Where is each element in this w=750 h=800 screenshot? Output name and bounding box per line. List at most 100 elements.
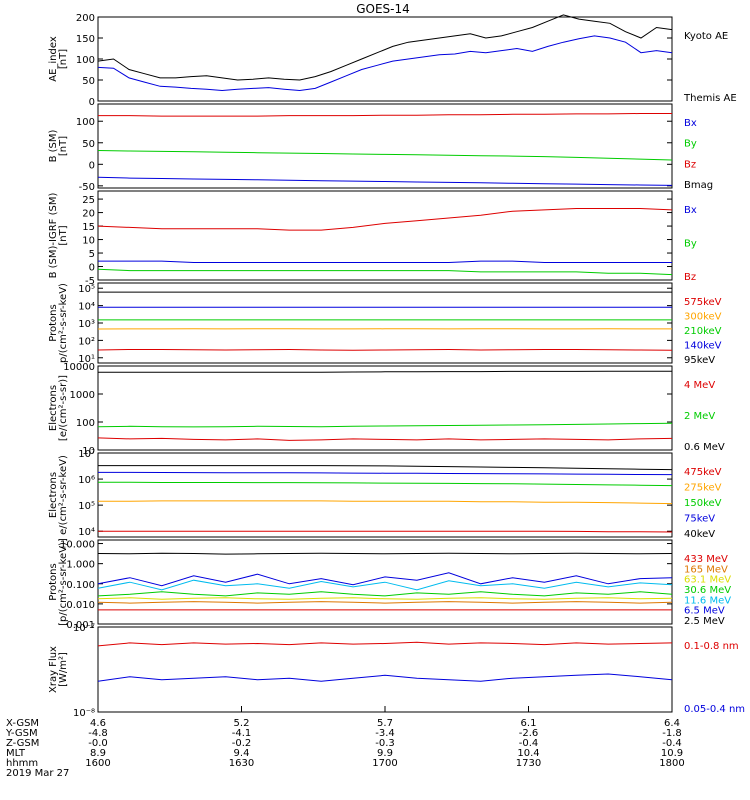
legend-label: Kyoto AE [684,31,728,42]
y-tick-label: 5 [89,249,95,260]
legend-label: 210keV [684,326,722,337]
series-line-2 [97,208,673,231]
legend-label: Bx [684,118,697,129]
y-axis-label: Electrons [48,385,59,431]
panel-frame [97,365,673,451]
axis-value: 9.9 [377,748,393,759]
y-tick-label: 1000 [70,390,95,401]
y-tick-label: 10⁻⁷ [73,623,95,634]
panel-frame [97,282,673,364]
legend-label: 140keV [684,341,722,352]
series-line-4 [98,465,673,471]
panel-frame [97,626,673,713]
y-tick-label: 15 [82,222,95,233]
y-tick-label: 100 [76,418,95,429]
axis-value: -0.4 [662,738,682,749]
axis-value: -0.4 [519,738,539,749]
axis-row-label: Y-GSM [5,728,38,739]
panel-3: 10¹ 10² 10³ 10⁴ 10⁵ Protons p/(cm²-s-sr-keV) 57… [48,282,722,366]
y-axis-label: Electrons [48,472,59,518]
series-line-1 [97,35,673,92]
series-line-0 [98,530,673,533]
axis-value: 1800 [659,758,684,769]
y-axis-label: e/(cm²-s-sr-keV) [58,455,69,535]
y-tick-label: 20 [82,209,95,220]
legend-label: Bz [684,272,696,283]
series-line-1 [97,673,673,682]
panel-frame [97,103,673,189]
axis-value: 1600 [85,758,110,769]
series-line-0 [97,176,673,186]
y-tick-label: 0.010 [66,600,95,611]
y-axis-label: Protons [48,563,59,600]
panel-1: -50 0 50 100 B (SM) [nT] Bx By Bz Bmag [48,103,713,193]
series-line-1 [97,601,673,604]
legend-label: 30.6 MeV [684,585,731,596]
y-axis-label: B (SM)-IGRF (SM) [48,193,59,279]
legend-label: 4 MeV [684,380,715,391]
axis-value: -0.3 [375,738,395,749]
axis-value: 5.2 [234,718,250,729]
axis-row-label: MLT [6,748,26,759]
legend-label: 95keV [684,355,715,366]
legend-label: 165 MeV [684,564,728,575]
legend-label: 2.5 MeV [684,616,725,627]
panel-2: -5 0 5 10 15 20 25 B (SM)-IGRF (SM) [nT] Bx By Bz [48,190,697,287]
y-tick-label: 0 [89,160,95,171]
y-axis-label: [nT] [58,49,69,69]
y-tick-label: 10 [82,236,95,247]
y-axis-label: [p/(cm²-s-sr-keV)] [58,538,69,626]
y-axis-label: [nT] [58,225,69,245]
axis-value: 1700 [372,758,397,769]
y-tick-label: 200 [76,13,95,24]
y-tick-label: 10⁻⁸ [73,708,95,719]
axis-value: 10.4 [517,748,539,759]
series-line-1 [98,500,673,505]
axis-value: 9.4 [234,748,250,759]
series-line-3 [97,591,673,597]
y-tick-label: 0.100 [66,580,95,591]
y-tick-label: 0.001 [66,620,95,631]
panel-frame [97,16,673,102]
series-line-5 [97,572,673,587]
axis-value: 5.7 [377,718,393,729]
y-tick-label: 50 [82,139,95,150]
y-tick-label: 25 [82,195,95,206]
series-line-0 [97,641,673,647]
y-tick-label: 10³ [78,319,95,330]
legend-label: Bmag [684,180,713,191]
y-tick-label: 10⁴ [78,527,95,538]
series-line-2 [98,481,673,487]
y-tick-label: 10.000 [60,540,95,551]
legend-label: 433 MeV [684,554,728,565]
panel-7: 10⁻⁸ 10⁻⁷ Xray Flux [W/m²] 0.1-0.8 nm 0.05-0.… [48,623,745,719]
y-tick-label: 10⁵ [78,501,95,512]
legend-label: 63.1 MeV [684,575,731,586]
y-axis-label: AE_index [48,36,59,82]
y-axis-label: [nT] [58,136,69,156]
legend-label: 2 MeV [684,411,715,422]
legend-label: 275keV [684,483,722,494]
legend-label: 40keV [684,529,715,540]
axis-value: -4.1 [232,728,252,739]
axis-value: 6.4 [664,718,680,729]
y-axis-label: B (SM) [48,129,59,162]
axis-row-label: X-GSM [6,718,39,729]
legend-label: 0.6 MeV [684,442,725,453]
y-axis-label: Xray Flux [48,646,59,693]
series-line-1 [97,268,673,276]
legend-label: 0.1-0.8 nm [684,641,739,652]
y-tick-label: -5 [85,276,95,287]
y-axis-label: [e/(cm²-s-sr)] [58,375,69,441]
series-line-0 [97,14,673,81]
axis-value: 6.1 [521,718,537,729]
axis-row-label: Z-GSM [6,738,39,749]
series-line-1 [97,422,673,428]
y-tick-label: 150 [76,34,95,45]
series-line-2 [97,597,673,600]
panel-frame [97,539,673,625]
legend-label: Bx [684,205,697,216]
legend-label: By [684,139,697,150]
legend-label: 300keV [684,312,722,323]
